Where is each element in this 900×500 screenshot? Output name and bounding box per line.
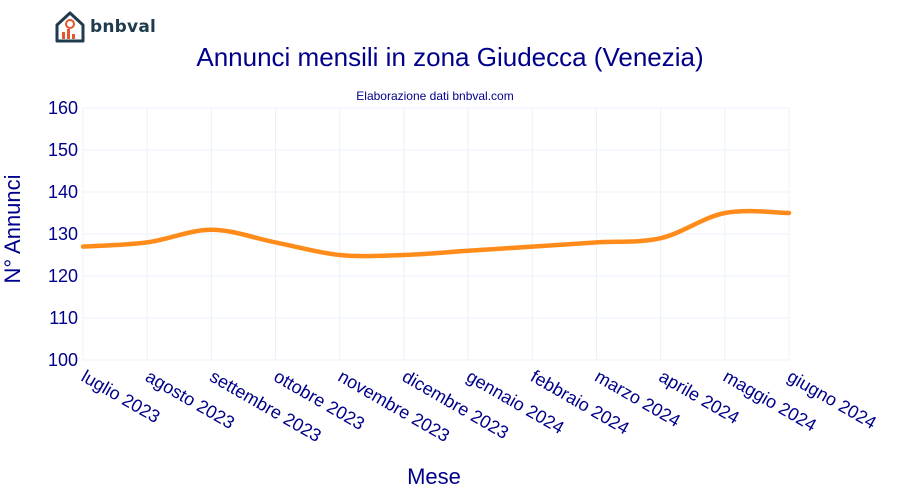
x-tick-label: dicembre 2023: [399, 366, 512, 443]
y-tick-label: 100: [48, 350, 78, 370]
y-axis-ticks: 100 110 120 130 140 150 160: [48, 98, 78, 370]
chart-subtitle: Elaborazione dati bnbval.com: [356, 89, 514, 103]
brand-logo: bnbval: [54, 10, 156, 44]
x-tick-label: novembre 2023: [335, 366, 453, 446]
x-axis-label: Mese: [407, 464, 461, 489]
y-tick-label: 110: [49, 308, 78, 328]
chart-title: Annunci mensili in zona Giudecca (Venezi…: [196, 42, 704, 72]
x-tick-label: settembre 2023: [206, 366, 324, 446]
y-axis-label: N° Annunci: [0, 174, 25, 283]
series-line: [80, 208, 792, 259]
house-chart-icon: [55, 11, 85, 43]
brand-name: bnbval: [90, 17, 157, 37]
y-tick-label: 150: [48, 140, 78, 160]
y-tick-label: 120: [48, 266, 78, 286]
y-tick-label: 140: [48, 182, 78, 202]
y-tick-label: 160: [48, 98, 78, 118]
series-layer: [80, 208, 792, 259]
y-tick-label: 130: [48, 224, 78, 244]
